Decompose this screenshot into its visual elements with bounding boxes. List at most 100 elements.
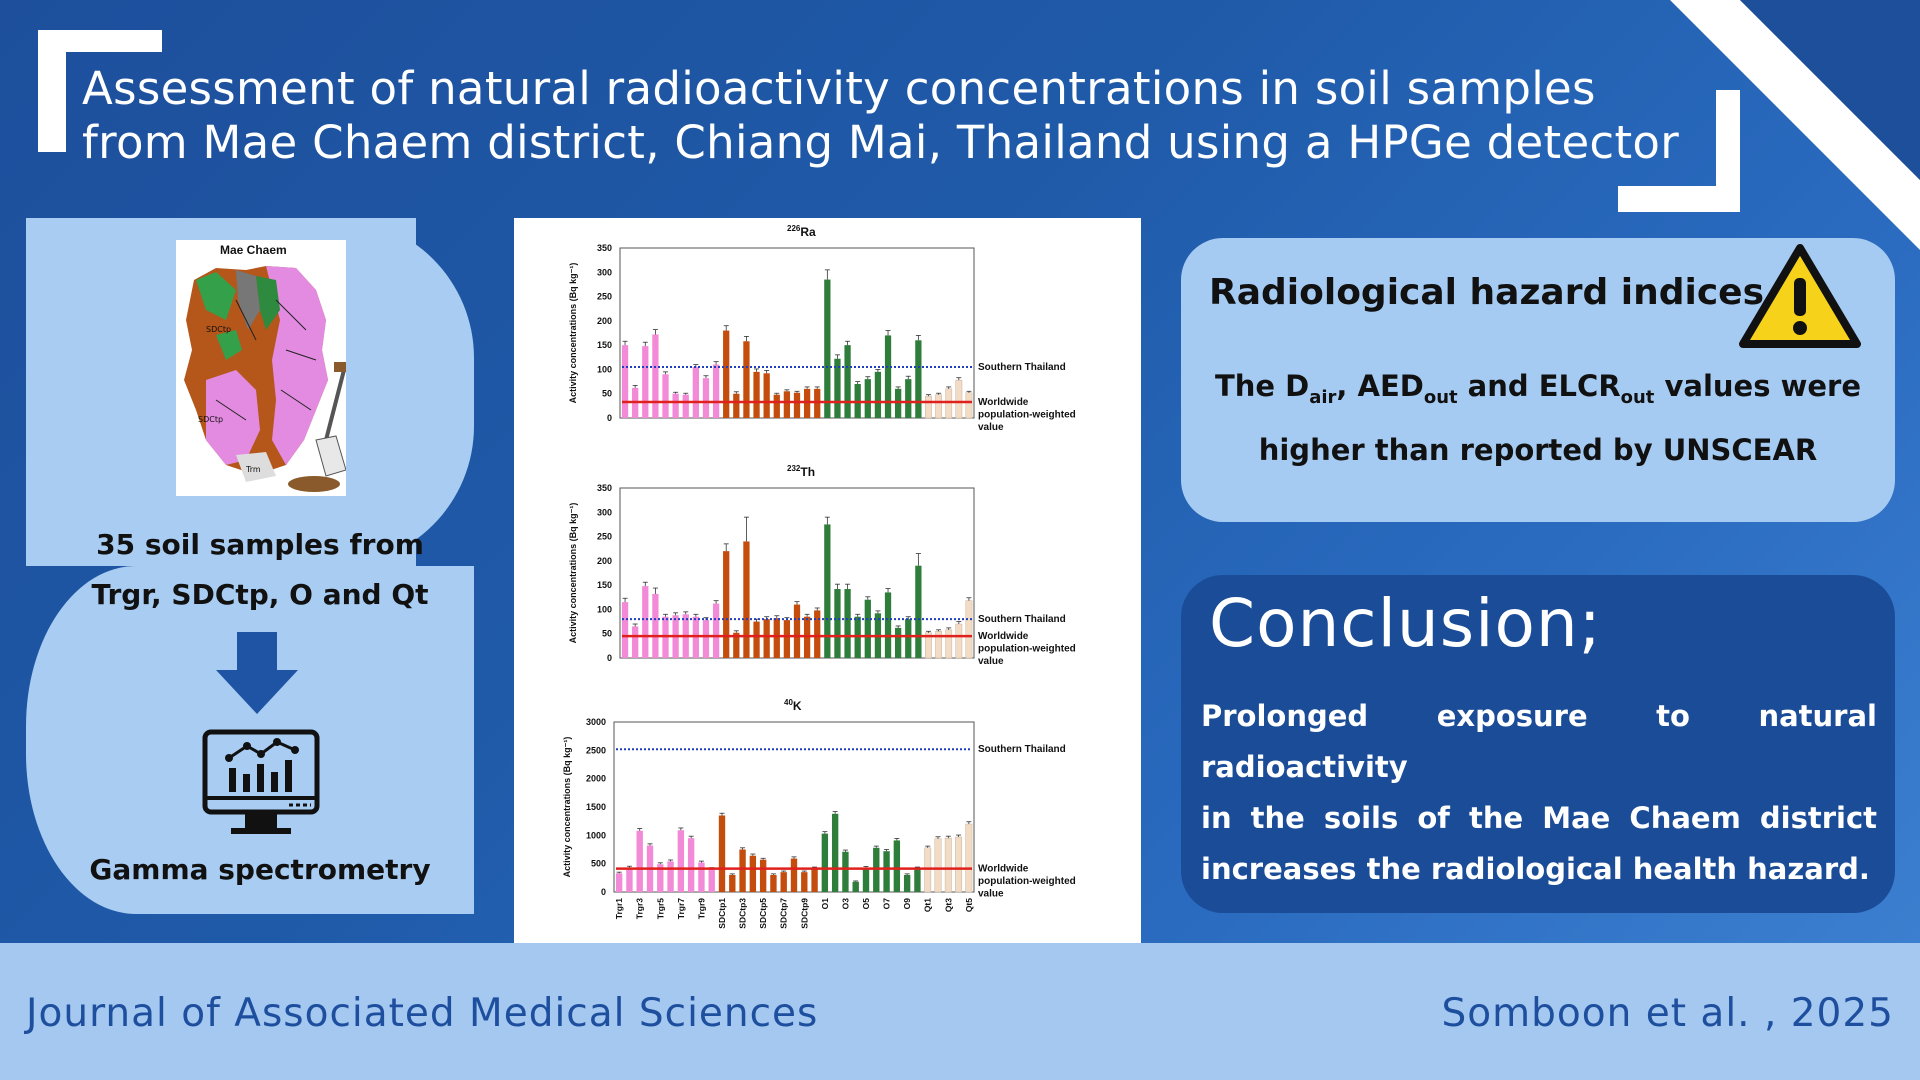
bar-O8: [893, 840, 901, 892]
charts-svg: 226Ra 0 50 100 150 200 250 300 350 Activity conce…: [562, 224, 1076, 929]
bar-Qt5: [965, 823, 973, 893]
method-label: Gamma spectrometry: [89, 853, 431, 886]
bar-O8: [895, 627, 902, 658]
x-tick-label: Qt1: [923, 898, 933, 912]
y-tick-label: 150: [597, 580, 612, 590]
bar-O10: [915, 340, 922, 418]
x-tick-label: O1: [820, 898, 830, 910]
bar-O9: [905, 379, 912, 418]
conclusion-box: Conclusion; Prolonged exposure to natura…: [1181, 575, 1895, 913]
y-tick-label: 1500: [586, 802, 606, 812]
legend-worldwide: population-weighted: [978, 644, 1076, 655]
bar-SDCtp7: [783, 620, 791, 658]
bar-SDCtp8: [793, 604, 801, 658]
y-tick-label: 250: [597, 532, 612, 542]
bar-Trgr2: [632, 626, 639, 658]
x-tick-label: SDCtp1: [717, 898, 727, 929]
map-unit-label-1: SDCtp: [206, 325, 231, 334]
bar-SDCtp3: [743, 341, 750, 418]
bar-Trgr10: [712, 364, 720, 418]
y-tick-label: 0: [601, 887, 606, 897]
map-title: Mae Chaem: [220, 243, 287, 257]
bar-O4: [852, 881, 859, 892]
samples-text: 35 soil samples from Trgr, SDCtp, O and …: [30, 520, 490, 620]
bar-Trgr1: [621, 602, 629, 658]
bar-SDCtp10: [811, 868, 818, 892]
bar-Trgr9: [702, 620, 710, 658]
chart-title: 226Ra: [787, 224, 816, 239]
conclusion-line-2: in the soils of the Mae Chaem district: [1201, 801, 1877, 835]
bar-SDCtp5: [763, 619, 770, 658]
legend-southern-thailand: Southern Thailand: [978, 744, 1066, 755]
bar-Trgr4: [652, 334, 659, 418]
bar-Trgr6: [667, 861, 674, 892]
bar-SDCtp1: [718, 815, 726, 892]
bar-SDCtp6: [773, 618, 780, 658]
chart-title: 40K: [784, 698, 802, 713]
legend-southern-thailand: Southern Thailand: [978, 614, 1066, 625]
monitor-chart-icon: [202, 729, 320, 834]
y-tick-label: 350: [597, 243, 612, 253]
bar-SDCtp7: [780, 872, 787, 892]
conclusion-text: Prolonged exposure to natural radioactiv…: [1201, 691, 1877, 895]
bar-SDCtp1: [723, 330, 730, 418]
y-tick-label: 250: [597, 292, 612, 302]
y-tick-label: 1000: [586, 830, 606, 840]
x-tick-label: O9: [902, 898, 912, 910]
y-tick-label: 300: [597, 267, 612, 277]
bar-Qt5: [965, 600, 973, 659]
bar-Trgr3: [642, 586, 649, 658]
y-axis-label: Activity concentrations (Bq kg⁻¹): [568, 503, 578, 644]
bar-O10: [915, 565, 922, 658]
bar-SDCtp10: [814, 388, 821, 418]
y-axis-label: Activity concentrations (Bq kg⁻¹): [562, 737, 572, 878]
bar-SDCtp2: [733, 393, 740, 418]
bar-O8: [895, 388, 902, 418]
legend-worldwide: population-weighted: [978, 409, 1076, 420]
hazard-text-part: and ELCR: [1457, 369, 1621, 403]
x-tick-label: Trgr3: [635, 898, 645, 920]
bar-Trgr3: [642, 346, 649, 418]
hazard-sub-out: out: [1423, 386, 1458, 408]
bar-O9: [905, 619, 912, 658]
map-unit-label-3: Trm: [245, 465, 261, 474]
y-tick-label: 0: [607, 413, 612, 423]
hazard-sub-out: out: [1620, 386, 1655, 408]
bar-SDCtp10: [814, 610, 821, 658]
bar-Trgr9: [698, 862, 705, 892]
bar-O5: [862, 867, 870, 892]
bar-O5: [864, 599, 871, 658]
left-panel-bottom: [26, 566, 474, 914]
bar-O1: [821, 833, 829, 892]
bar-SDCtp9: [801, 872, 808, 892]
bar-SDCtp4: [753, 371, 760, 418]
bar-O3: [844, 345, 851, 418]
bar-SDCtp6: [770, 875, 777, 892]
map-shapes: SDCtp SDCtp Trm: [184, 266, 346, 492]
bar-O5: [864, 379, 871, 418]
x-tick-label: O5: [861, 898, 871, 910]
bar-O2: [834, 589, 841, 658]
bar-Trgr6: [672, 393, 679, 418]
bar-Qt3: [945, 629, 953, 659]
bar-O3: [842, 851, 849, 892]
x-tick-label: SDCtp9: [799, 898, 809, 929]
bar-SDCtp2: [733, 632, 740, 658]
bar-O7: [883, 851, 890, 892]
y-tick-label: 200: [597, 316, 612, 326]
chart-title: 232Th: [787, 464, 815, 479]
y-tick-label: 0: [607, 653, 612, 663]
bar-Trgr1: [615, 873, 623, 892]
bar-O9: [903, 875, 911, 892]
bar-Qt2: [934, 838, 942, 893]
y-tick-label: 50: [602, 629, 612, 639]
corner-bracket-right-horizontal: [1618, 186, 1740, 212]
journal-name: Journal of Associated Medical Sciences: [26, 991, 819, 1036]
bar-O2: [834, 358, 841, 418]
geology-map: Mae Chaem SDCtp SDCtp Trm: [176, 240, 346, 496]
citation: Somboon et al. , 2025: [1441, 991, 1894, 1036]
hazard-box: Radiological hazard indices The Dair, AE…: [1181, 238, 1895, 522]
bar-Trgr7: [677, 830, 685, 892]
y-tick-label: 350: [597, 483, 612, 493]
bar-Qt5: [965, 392, 973, 419]
